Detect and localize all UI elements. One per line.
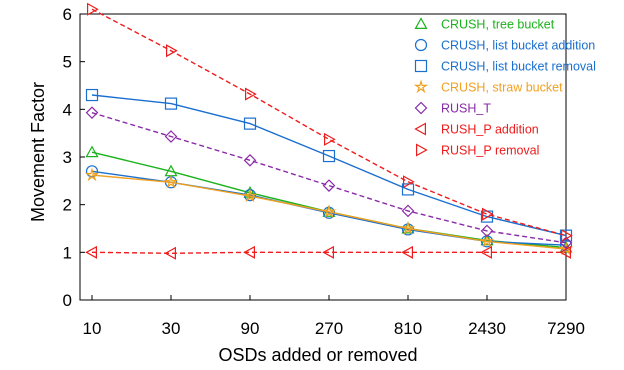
series-line [91, 251, 566, 255]
series-group [86, 2, 573, 243]
legend: CRUSH, tree bucket CRUSH, list bucket add… [413, 17, 596, 158]
triangle-left-marker [480, 245, 492, 259]
legend-label: CRUSH, tree bucket [441, 18, 555, 32]
legend-label: RUSH_P addition [441, 123, 539, 137]
star-marker [242, 188, 258, 203]
triangle-right-marker [403, 175, 415, 189]
y-tick-label: 1 [63, 243, 72, 262]
y-tick-label: 2 [63, 196, 72, 215]
diamond-marker [414, 101, 428, 115]
series-line [91, 8, 567, 237]
triangle-right-marker [245, 87, 257, 101]
legend-item: RUSH_T [414, 101, 491, 116]
legend-label: CRUSH, straw bucket [441, 81, 563, 95]
star-marker [479, 233, 495, 248]
legend-item: CRUSH, straw bucket [413, 79, 563, 95]
triangle-right-marker [560, 229, 573, 243]
triangle-left-marker [559, 245, 572, 259]
legend-label: RUSH_T [441, 102, 491, 116]
legend-item: CRUSH, list bucket addition [414, 38, 595, 53]
legend-item: RUSH_P addition [414, 122, 539, 137]
triangle-left-marker [401, 245, 413, 259]
series-group [85, 145, 573, 253]
x-tick-label: 7290 [547, 319, 585, 338]
series-line [91, 112, 567, 244]
diamond-marker [322, 179, 336, 192]
legend-label: RUSH_P removal [441, 144, 539, 158]
x-axis-title: OSDs added or removed [218, 345, 417, 365]
y-tick-label: 6 [63, 5, 72, 24]
series-line [91, 151, 567, 249]
circle-marker [414, 38, 428, 52]
y-axis-title: Movement Factor [28, 82, 48, 222]
square-marker [401, 183, 415, 196]
x-tick-label: 810 [394, 319, 422, 338]
y-tick-label: 5 [63, 53, 72, 72]
triangle-left-marker [85, 245, 98, 259]
triangle-up-marker [85, 145, 99, 158]
legend-item: CRUSH, tree bucket [414, 17, 555, 32]
axes: 0 1 2 3 4 5 6 10 30 90 270 810 2430 7290 [63, 5, 585, 338]
diamond-marker [164, 130, 178, 143]
triangle-left-marker [322, 245, 334, 259]
star-marker [400, 220, 416, 235]
square-marker [414, 59, 428, 73]
triangle-right-marker [86, 2, 99, 16]
x-tick-label: 10 [83, 319, 102, 338]
triangle-right-marker [324, 132, 336, 146]
series-line [91, 174, 567, 250]
y-tick-label: 0 [63, 291, 72, 310]
star-marker [163, 174, 179, 189]
series-group [85, 245, 572, 260]
x-tick-label: 90 [241, 319, 260, 338]
diamond-marker [85, 106, 99, 120]
square-marker [243, 117, 257, 130]
legend-item: RUSH_P removal [416, 143, 539, 158]
series-line [91, 94, 567, 237]
star-marker [321, 204, 337, 219]
x-tick-label: 2430 [468, 319, 506, 338]
triangle-left-marker [243, 245, 255, 259]
legend-item: CRUSH, list bucket removal [414, 59, 596, 74]
series-layer [84, 2, 574, 260]
triangle-left-marker [164, 246, 176, 260]
square-marker [164, 97, 178, 110]
diamond-marker [480, 224, 494, 238]
triangle-up-marker [414, 17, 428, 29]
series-group [84, 167, 574, 256]
diamond-marker [401, 204, 415, 218]
triangle-right-marker [482, 207, 494, 221]
x-tick-label: 30 [162, 319, 181, 338]
square-marker [85, 88, 99, 102]
square-marker [322, 149, 336, 163]
star-marker [84, 167, 100, 182]
star-marker [413, 79, 429, 94]
diamond-marker [243, 153, 257, 167]
legend-label: CRUSH, list bucket removal [441, 60, 596, 74]
triangle-right-marker [166, 44, 178, 58]
legend-label: CRUSH, list bucket addition [441, 39, 595, 53]
triangle-up-marker [243, 186, 257, 198]
y-tick-label: 4 [63, 100, 72, 119]
x-tick-label: 270 [315, 319, 343, 338]
triangle-right-marker [416, 143, 428, 157]
y-tick-label: 3 [63, 148, 72, 167]
triangle-left-marker [414, 122, 426, 136]
